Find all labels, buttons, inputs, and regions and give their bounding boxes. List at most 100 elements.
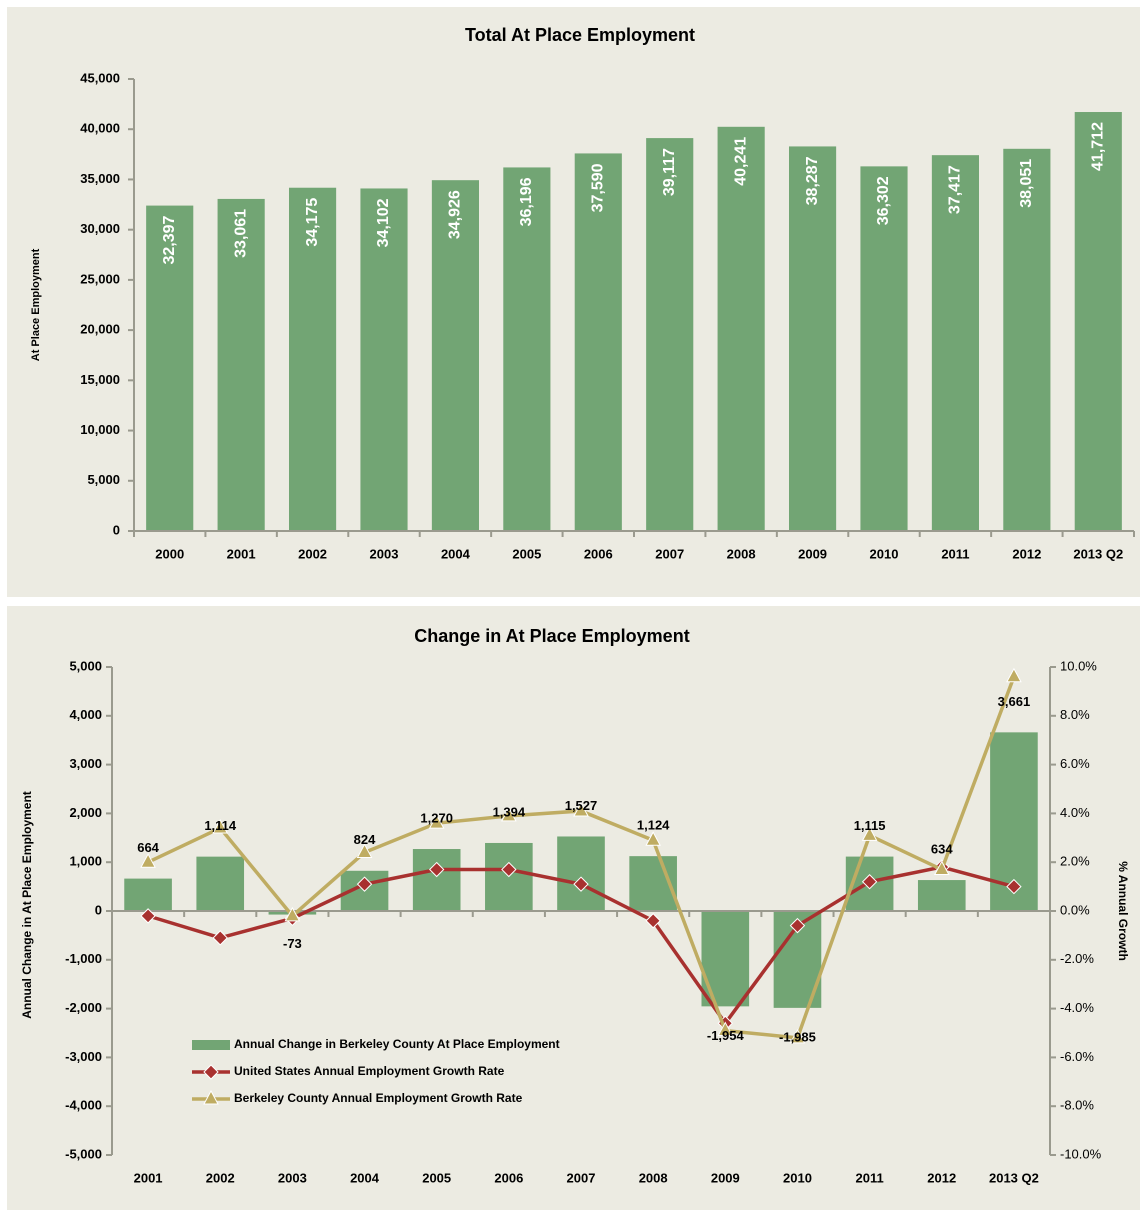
legend-label: United States Annual Employment Growth R… (234, 1064, 505, 1078)
y-tick-label: -4,000 (65, 1098, 102, 1113)
x-tick-label: 2008 (639, 1170, 668, 1185)
bar (1074, 112, 1122, 532)
x-tick-label: 2007 (567, 1170, 596, 1185)
bar-value-label: 36,196 (518, 177, 535, 226)
bar (196, 856, 245, 911)
bar (717, 126, 765, 531)
bar (289, 187, 337, 531)
line-marker (284, 906, 301, 922)
legend-marker (203, 1064, 219, 1080)
y2-axis-label: % Annual Growth (1116, 861, 1130, 961)
x-tick-label: 2002 (206, 1170, 235, 1185)
bar-value-label: 824 (354, 832, 376, 847)
y2-tick-label: -6.0% (1060, 1049, 1094, 1064)
y-tick-label: 30,000 (80, 221, 120, 236)
bar (646, 138, 694, 531)
bar-value-label: 36,302 (875, 176, 892, 225)
y2-tick-label: 0.0% (1060, 902, 1090, 917)
y-tick-label: 1,000 (69, 854, 102, 869)
y-tick-label: 40,000 (80, 121, 120, 136)
y-tick-label: -5,000 (65, 1146, 102, 1161)
y-tick-label: 20,000 (80, 322, 120, 337)
bar-value-label: 41,712 (1090, 122, 1107, 171)
y-axis-label: Annual Change in At Place Employment (20, 791, 34, 1019)
line-marker (501, 861, 517, 878)
bar-value-label: 37,590 (590, 163, 607, 212)
y2-tick-label: -2.0% (1060, 951, 1094, 966)
line-marker (933, 860, 950, 876)
bar-value-label: -1,985 (779, 1029, 816, 1044)
y2-tick-label: 2.0% (1060, 854, 1090, 869)
bar (917, 880, 966, 911)
x-tick-label: 2005 (422, 1170, 451, 1185)
bar (412, 849, 461, 911)
y2-tick-label: -8.0% (1060, 1098, 1094, 1113)
bar-value-label: 34,926 (447, 190, 464, 239)
legend-label: Annual Change in Berkeley County At Plac… (234, 1037, 560, 1051)
line-marker (356, 843, 373, 858)
x-tick-label: 2003 (370, 546, 399, 561)
line-marker (645, 913, 661, 929)
bar (701, 911, 750, 1007)
y-tick-label: 15,000 (80, 372, 120, 387)
x-tick-label: 2006 (584, 546, 613, 561)
y-tick-label: 35,000 (80, 171, 120, 186)
bar-value-label: 40,241 (732, 137, 749, 186)
x-tick-label: 2011 (941, 546, 969, 561)
line-marker (789, 1028, 806, 1044)
bar-value-label: 634 (931, 841, 953, 856)
bar-value-label: 33,061 (232, 209, 249, 258)
bar (931, 155, 979, 531)
x-tick-label: 2010 (870, 546, 899, 561)
x-tick-label: 2011 (856, 1170, 884, 1185)
y-tick-label: 3,000 (69, 756, 102, 771)
x-tick-label: 2008 (727, 546, 756, 561)
y-axis-label: At Place Employment (30, 248, 42, 361)
x-tick-label: 2000 (155, 546, 184, 561)
y2-tick-label: 6.0% (1060, 756, 1090, 771)
bar-value-label: 1,124 (637, 818, 670, 833)
bar-value-label: 38,287 (804, 156, 821, 205)
y-tick-label: -2,000 (65, 1000, 102, 1015)
line-marker (501, 806, 517, 822)
y2-tick-label: 4.0% (1060, 805, 1090, 820)
y-tick-label: -1,000 (65, 951, 102, 966)
line-marker (140, 853, 156, 868)
line-marker (212, 818, 229, 834)
x-tick-label: 2013 Q2 (989, 1170, 1039, 1185)
line-marker (861, 874, 878, 890)
line-marker (212, 930, 228, 946)
bar (431, 180, 479, 531)
x-tick-label: 2001 (227, 546, 256, 561)
bar-value-label: 1,115 (854, 818, 886, 833)
y-tick-label: -3,000 (65, 1049, 102, 1064)
line-marker (789, 917, 806, 934)
x-tick-label: 2004 (441, 546, 471, 561)
bar (574, 153, 622, 532)
bar-value-label: 1,394 (493, 804, 526, 819)
legend-swatch (192, 1040, 230, 1050)
y-tick-label: 10,000 (80, 422, 120, 437)
x-tick-label: 2001 (134, 1170, 163, 1185)
y2-tick-label: -10.0% (1060, 1146, 1102, 1161)
bar (557, 836, 605, 911)
legend-label: Berkeley County Annual Employment Growth… (234, 1091, 523, 1105)
y-tick-label: 0 (113, 522, 120, 537)
x-tick-label: 2004 (350, 1170, 380, 1185)
y-tick-label: 4,000 (69, 707, 102, 722)
bar-value-label: 664 (137, 840, 159, 855)
legend-marker (203, 1089, 219, 1105)
y-tick-label: 45,000 (80, 70, 120, 85)
bar-value-label: 39,117 (661, 148, 678, 196)
bar (789, 146, 837, 532)
bar (1003, 148, 1051, 532)
chart-title: Change in At Place Employment (414, 626, 689, 646)
bar-value-label: 32,397 (161, 215, 178, 264)
y-tick-label: 5,000 (69, 658, 102, 673)
line-marker (645, 831, 661, 846)
bar-value-label: 38,051 (1018, 159, 1035, 208)
line-marker (356, 876, 373, 892)
x-tick-label: 2003 (278, 1170, 307, 1185)
